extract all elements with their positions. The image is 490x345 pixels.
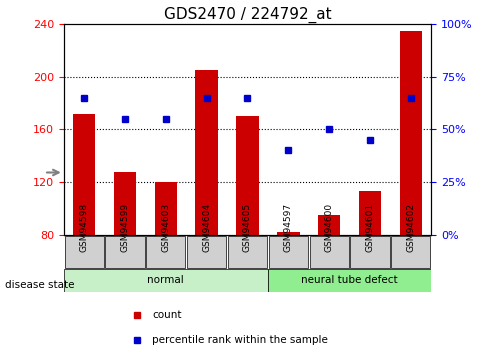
Text: GSM94597: GSM94597: [284, 203, 293, 252]
Bar: [277, 232, 299, 235]
Text: GSM94599: GSM94599: [121, 203, 129, 252]
Bar: [114, 171, 136, 235]
Text: GSM94600: GSM94600: [324, 203, 334, 252]
Bar: [196, 70, 218, 235]
Bar: [359, 191, 381, 235]
Text: GSM94602: GSM94602: [406, 203, 416, 252]
FancyBboxPatch shape: [350, 236, 390, 268]
FancyBboxPatch shape: [269, 236, 308, 268]
FancyBboxPatch shape: [64, 269, 268, 292]
Text: GSM94604: GSM94604: [202, 203, 211, 252]
Text: GSM94605: GSM94605: [243, 203, 252, 252]
Bar: [154, 182, 177, 235]
Text: GSM94603: GSM94603: [161, 203, 171, 252]
Title: GDS2470 / 224792_at: GDS2470 / 224792_at: [164, 7, 331, 23]
FancyBboxPatch shape: [65, 236, 104, 268]
Bar: [236, 116, 259, 235]
FancyBboxPatch shape: [268, 269, 431, 292]
Bar: [73, 114, 96, 235]
FancyBboxPatch shape: [310, 236, 349, 268]
FancyBboxPatch shape: [228, 236, 267, 268]
Text: percentile rank within the sample: percentile rank within the sample: [152, 335, 328, 345]
Text: count: count: [152, 310, 181, 320]
FancyBboxPatch shape: [391, 236, 430, 268]
Text: normal: normal: [147, 275, 184, 285]
Text: GSM94598: GSM94598: [79, 203, 89, 252]
Text: disease state: disease state: [5, 280, 74, 289]
Text: GSM94601: GSM94601: [366, 203, 374, 252]
Bar: [318, 215, 341, 235]
FancyBboxPatch shape: [187, 236, 226, 268]
FancyBboxPatch shape: [105, 236, 145, 268]
Text: neural tube defect: neural tube defect: [301, 275, 398, 285]
Bar: [399, 31, 422, 235]
FancyBboxPatch shape: [146, 236, 185, 268]
